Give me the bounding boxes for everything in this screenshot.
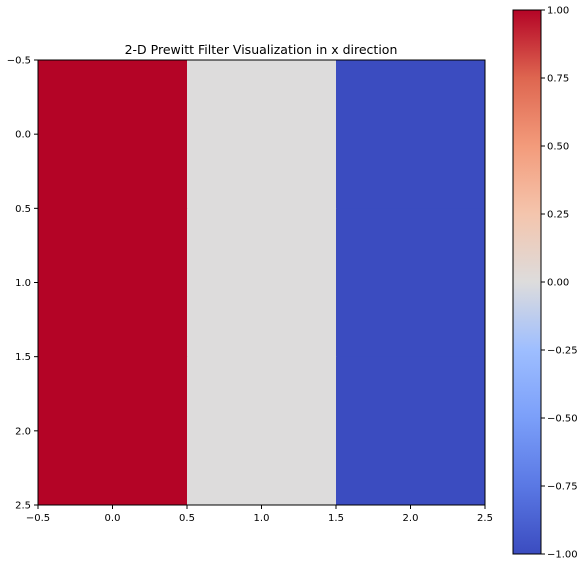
x-tick-label: 0.0 xyxy=(105,513,121,524)
colorbar-tick-label: 0.75 xyxy=(547,74,569,85)
colorbar xyxy=(513,10,541,554)
y-axis: −0.5 0.0 0.5 1.0 1.5 2.0 2.5 xyxy=(7,56,38,512)
x-tick-label: 2.0 xyxy=(403,513,419,524)
colorbar-tick-label: −1.00 xyxy=(547,550,578,561)
colorbar-axis: 1.00 0.75 0.50 0.25 0.00 −0.25 −0.50 −0.75 −1.00 xyxy=(541,6,578,561)
colorbar-tick-label: −0.75 xyxy=(547,482,578,493)
colorbar-tick-label: −0.50 xyxy=(547,414,578,425)
y-tick-label: 0.5 xyxy=(15,204,31,215)
chart-title: 2-D Prewitt Filter Visualization in x di… xyxy=(125,42,398,57)
heatmap-cell xyxy=(38,60,188,209)
heatmap-cell xyxy=(38,208,188,357)
y-tick-label: −0.5 xyxy=(7,56,31,67)
y-tick-label: 1.0 xyxy=(15,278,31,289)
heatmap-cell xyxy=(38,357,188,506)
y-tick-label: 1.5 xyxy=(15,352,31,363)
y-tick-label: 2.0 xyxy=(15,426,31,437)
colorbar-tick-label: −0.25 xyxy=(547,346,578,357)
x-axis: −0.5 0.0 0.5 1.0 1.5 2.0 2.5 xyxy=(26,505,493,524)
x-tick-label: −0.5 xyxy=(26,513,50,524)
heatmap-cell xyxy=(336,357,486,506)
heatmap-cell xyxy=(336,208,486,357)
y-tick-label: 0.0 xyxy=(15,130,31,141)
x-tick-label: 0.5 xyxy=(179,513,195,524)
heatmap-cells xyxy=(38,60,486,506)
x-tick-label: 1.0 xyxy=(254,513,270,524)
colorbar-tick-label: 1.00 xyxy=(547,6,569,17)
heatmap-cell xyxy=(187,357,337,506)
heatmap-cell xyxy=(336,60,486,209)
colorbar-tick-label: 0.00 xyxy=(547,278,569,289)
x-tick-label: 2.5 xyxy=(477,513,493,524)
heatmap-cell xyxy=(187,208,337,357)
colorbar-tick-label: 0.25 xyxy=(547,210,569,221)
colorbar-tick-label: 0.50 xyxy=(547,142,569,153)
y-tick-label: 2.5 xyxy=(15,501,31,512)
x-tick-label: 1.5 xyxy=(328,513,344,524)
heatmap-cell xyxy=(187,60,337,209)
